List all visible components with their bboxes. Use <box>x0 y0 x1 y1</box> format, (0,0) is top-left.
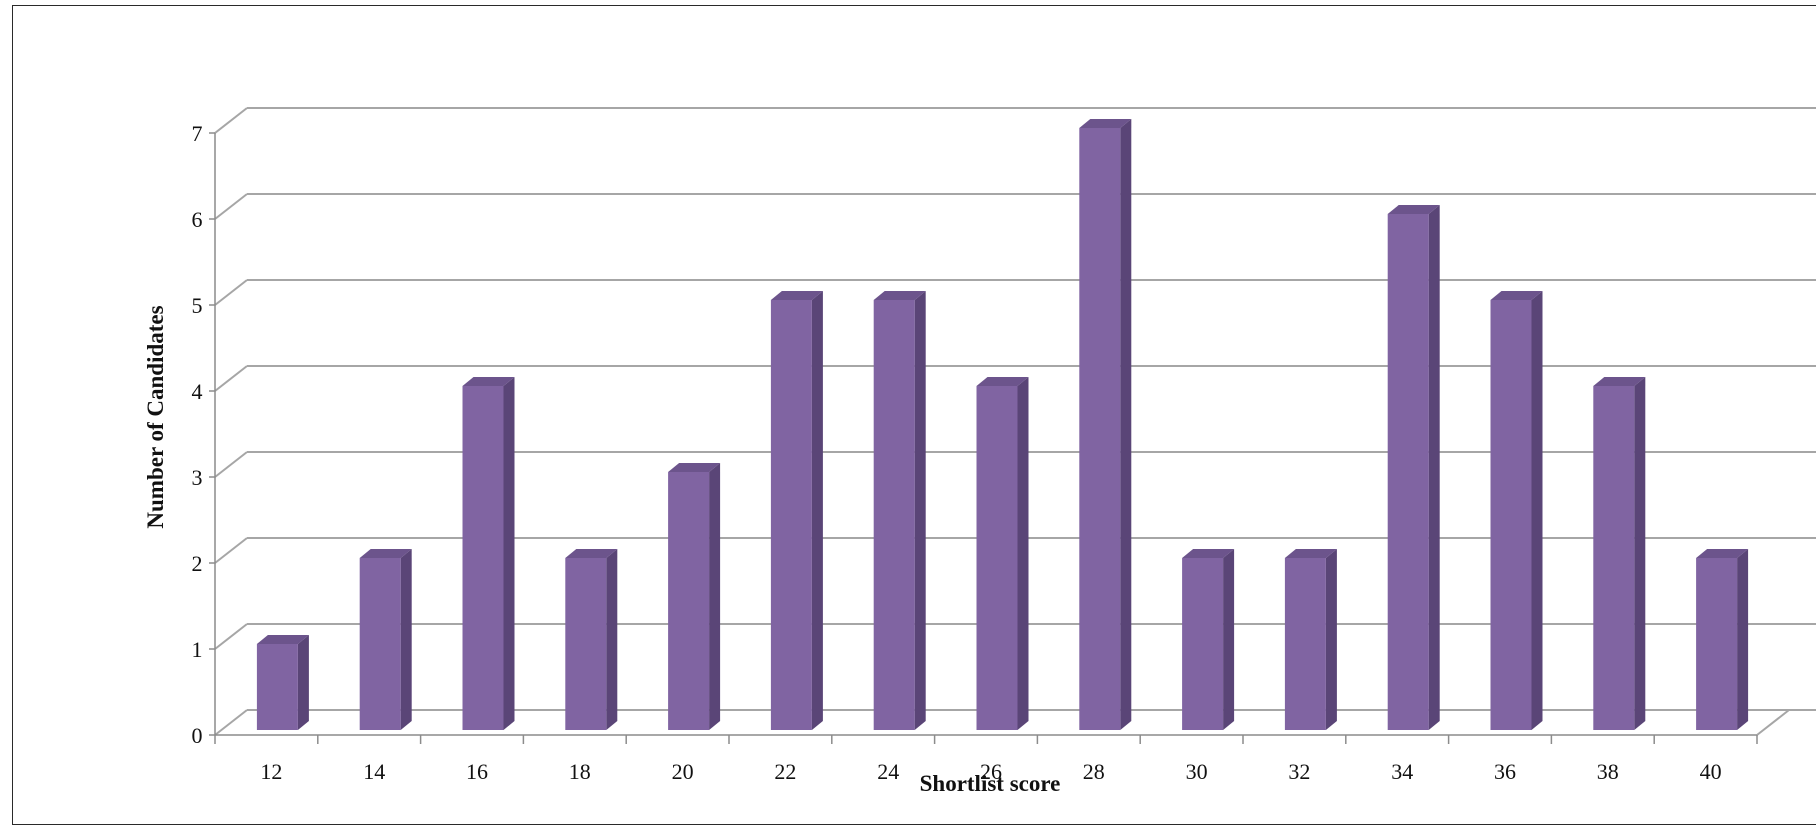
y-tick-label: 1 <box>192 637 203 662</box>
bar <box>1182 549 1235 730</box>
x-tick-label: 38 <box>1597 759 1619 784</box>
bar-side <box>811 291 823 730</box>
bar-side <box>503 377 515 730</box>
bar-top <box>462 377 515 386</box>
y-tick-label: 4 <box>192 379 203 404</box>
x-tick-label: 28 <box>1083 759 1105 784</box>
bar <box>256 635 309 730</box>
floor-edge <box>1756 709 1790 736</box>
bar <box>359 549 412 730</box>
x-tick-label: 12 <box>260 759 282 784</box>
bar-front <box>873 300 915 730</box>
bar-side <box>1120 119 1132 730</box>
bar-front <box>1182 558 1224 730</box>
y-axis-title: Number of Candidates <box>143 305 168 528</box>
bar-side <box>709 463 721 730</box>
bars <box>256 119 1749 730</box>
bar-front <box>1079 128 1121 730</box>
bar-side <box>1017 377 1029 730</box>
bar-side <box>1223 549 1235 730</box>
bar-top <box>1696 549 1749 558</box>
x-tick-label: 22 <box>774 759 796 784</box>
gridline-diagonal <box>214 107 248 134</box>
bar-front <box>1284 558 1326 730</box>
bar <box>1696 549 1749 730</box>
y-tick-label: 3 <box>192 465 203 490</box>
bar-front <box>1593 386 1635 730</box>
x-tick-label: 16 <box>466 759 488 784</box>
x-tick-labels: 12 14 16 18 20 22 24 26 28 30 32 34 36 38 40 <box>260 759 1721 784</box>
y-tick-labels: 0 1 2 3 4 5 6 7 <box>192 121 203 748</box>
bar-front <box>1490 300 1532 730</box>
gridline-diagonal <box>214 451 248 478</box>
gridline-diagonal <box>214 537 248 564</box>
bar-front <box>462 386 504 730</box>
bar-front <box>256 644 298 730</box>
bar <box>1079 119 1132 730</box>
bar-top <box>770 291 823 300</box>
y-tick-label: 0 <box>192 723 203 748</box>
bar <box>565 549 618 730</box>
bar <box>770 291 823 730</box>
bar-top <box>976 377 1029 386</box>
x-tick-label: 36 <box>1494 759 1516 784</box>
bar <box>668 463 721 730</box>
gridline-diagonal <box>214 279 248 306</box>
bar <box>1593 377 1646 730</box>
bar-front <box>668 472 710 730</box>
bar-top <box>565 549 618 558</box>
y-tick-label: 2 <box>192 551 203 576</box>
bar-side <box>1428 205 1440 730</box>
x-tick-label: 24 <box>877 759 899 784</box>
bar-front <box>1696 558 1738 730</box>
bar-side <box>1634 377 1646 730</box>
bar-top <box>359 549 412 558</box>
x-tick-label: 40 <box>1700 759 1722 784</box>
x-tick-label: 20 <box>672 759 694 784</box>
bar-top <box>1079 119 1132 128</box>
x-tick-label: 32 <box>1288 759 1310 784</box>
bar-top <box>1182 549 1235 558</box>
bar-top <box>1387 205 1440 214</box>
bar-side <box>297 635 309 730</box>
bar <box>1387 205 1440 730</box>
bar <box>462 377 515 730</box>
bar <box>873 291 926 730</box>
bar-top <box>873 291 926 300</box>
x-axis-title: Shortlist score <box>920 771 1061 796</box>
x-tick-label: 26 <box>980 759 1002 784</box>
gridline-diagonal <box>214 709 248 736</box>
bar-top <box>1490 291 1543 300</box>
bar-front <box>770 300 812 730</box>
bar-top <box>1593 377 1646 386</box>
bar-front <box>359 558 401 730</box>
x-tick-label: 34 <box>1391 759 1413 784</box>
bar <box>1284 549 1337 730</box>
y-tick-label: 6 <box>192 207 203 232</box>
bar-front <box>565 558 607 730</box>
bar-side <box>400 549 412 730</box>
bar-side <box>914 291 926 730</box>
bar-side <box>606 549 618 730</box>
x-tick-label: 30 <box>1186 759 1208 784</box>
axes <box>209 132 1790 744</box>
x-tick-label: 18 <box>569 759 591 784</box>
bar-side <box>1325 549 1337 730</box>
y-tick-label: 5 <box>192 293 203 318</box>
bar-front <box>976 386 1018 730</box>
bar-front <box>1387 214 1429 730</box>
gridline-diagonal <box>214 365 248 392</box>
bar-top <box>1284 549 1337 558</box>
bar <box>976 377 1029 730</box>
gridline-diagonal <box>214 623 248 650</box>
bar <box>1490 291 1543 730</box>
bar-side <box>1531 291 1543 730</box>
y-tick-label: 7 <box>192 121 203 146</box>
bar-top <box>256 635 309 644</box>
bar-top <box>668 463 721 472</box>
gridline-diagonal <box>214 193 248 220</box>
x-tick-label: 14 <box>363 759 385 784</box>
bar-side <box>1737 549 1749 730</box>
